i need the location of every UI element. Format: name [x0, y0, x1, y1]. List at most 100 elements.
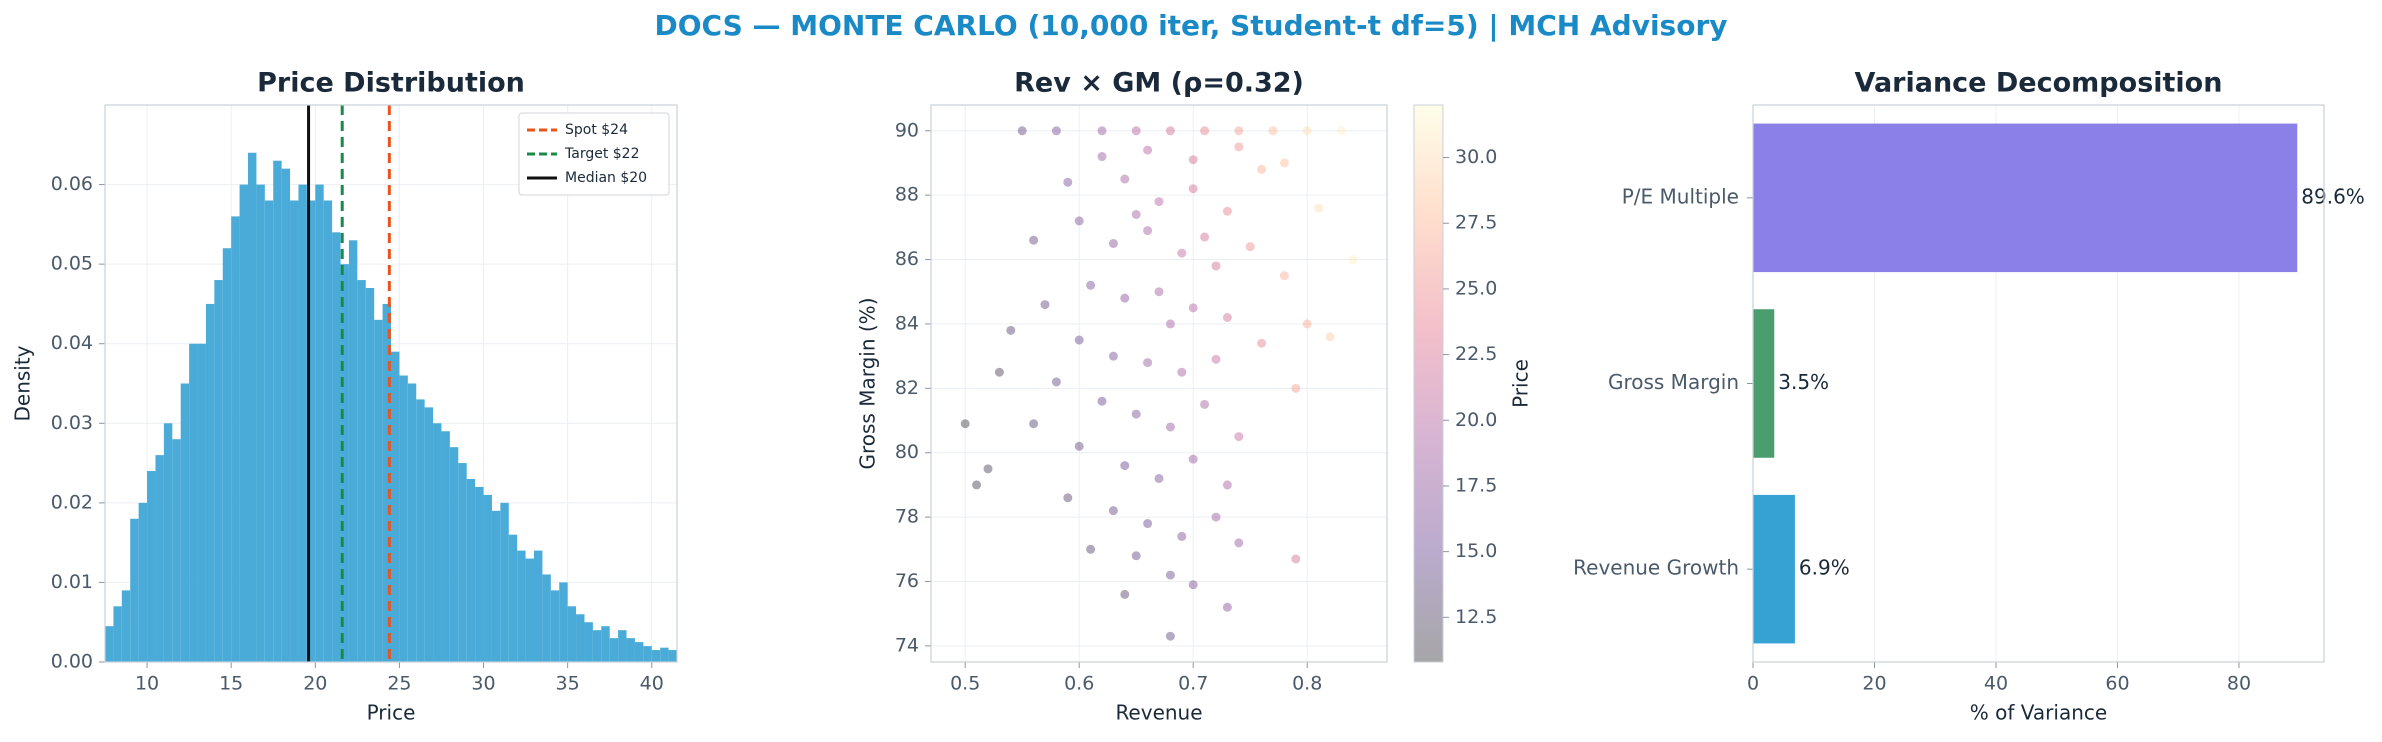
x-tick-label: 40 — [640, 673, 664, 695]
histogram-bar — [138, 502, 148, 662]
scatter-point — [972, 480, 982, 490]
y-tick-label: 0.06 — [51, 173, 93, 195]
legend-label: Target $22 — [564, 146, 639, 162]
scatter-point — [1200, 399, 1210, 409]
colorbar-tick-label: 12.5 — [1455, 606, 1497, 628]
scatter-point — [1245, 242, 1255, 252]
histogram-bar — [660, 647, 669, 662]
histogram-bar — [567, 606, 577, 662]
histogram-bar — [357, 280, 366, 662]
histogram-bar — [323, 200, 333, 662]
histogram-bar — [407, 383, 417, 662]
histogram-bar — [197, 343, 206, 662]
histogram-bar — [180, 383, 190, 662]
y-tick-label: 78 — [895, 506, 919, 528]
histogram-bar — [273, 160, 282, 662]
legend-box — [518, 112, 670, 196]
scatter-point — [1143, 226, 1153, 236]
x-tick-label: 80 — [2227, 673, 2251, 695]
histogram-bar — [248, 152, 257, 662]
histogram-bar — [601, 626, 610, 662]
x-tick-label: 10 — [135, 673, 159, 695]
histogram-bar — [433, 423, 442, 662]
scatter-point — [1131, 126, 1141, 136]
scatter-point — [1143, 145, 1153, 155]
histogram-bar — [214, 280, 223, 662]
scatter-point — [1279, 271, 1289, 281]
legend-label: Median $20 — [565, 170, 647, 186]
scatter-point — [1222, 206, 1232, 216]
histogram-bar — [306, 200, 316, 662]
scatter-point — [1063, 177, 1073, 187]
axis-title: Price Distribution — [257, 68, 525, 99]
scatter-point — [1348, 255, 1358, 265]
scatter-point — [960, 419, 970, 429]
histogram-bar — [315, 184, 324, 663]
histogram-bar — [491, 510, 501, 662]
scatter-point — [1234, 432, 1244, 442]
histogram-bar — [256, 184, 265, 663]
histogram-bar — [298, 184, 307, 663]
scatter-point — [1291, 554, 1301, 564]
histogram-bar — [155, 455, 164, 662]
scatter-point — [1143, 519, 1153, 529]
value-label: 6.9% — [1799, 556, 1850, 580]
scatter-point — [1086, 544, 1096, 554]
y-tick-label: 0.00 — [51, 651, 93, 673]
histogram-bar — [382, 303, 391, 662]
scatter-point — [1097, 126, 1107, 136]
scatter-point — [1051, 377, 1061, 387]
scatter-point — [1188, 454, 1198, 464]
suptitle: DOCS — MONTE CARLO (10,000 iter, Student… — [654, 9, 1727, 42]
y-tick-label: 86 — [895, 248, 919, 270]
scatter-point — [1108, 506, 1118, 516]
scatter-point — [1029, 419, 1039, 429]
axes-frame — [1752, 104, 2325, 663]
bar — [1753, 123, 2298, 273]
bar — [1753, 494, 1795, 644]
legend-label: Spot $24 — [565, 122, 628, 138]
y-tick-label: 0.02 — [51, 491, 93, 513]
colorbar-tick-label: 22.5 — [1455, 343, 1497, 365]
scatter-point — [1074, 216, 1084, 226]
histogram-bar — [332, 232, 341, 663]
x-tick-label: 20 — [303, 673, 327, 695]
histogram-bar — [172, 439, 181, 662]
x-tick-label: 0.5 — [950, 673, 980, 695]
y-axis-label: Gross Margin (%) — [856, 298, 880, 470]
histogram-bar — [205, 303, 215, 662]
x-tick-label: 35 — [556, 673, 580, 695]
scatter-point — [1120, 293, 1130, 303]
histogram-bar — [609, 638, 619, 662]
histogram-bar — [281, 168, 291, 662]
y-axis-label: Density — [11, 345, 35, 421]
histogram-bar — [651, 650, 661, 662]
x-axis-label: % of Variance — [1970, 701, 2107, 725]
histogram-bar — [121, 590, 131, 662]
scatter-point — [1302, 126, 1312, 136]
scatter-point — [1222, 602, 1232, 612]
scatter-point — [1131, 209, 1141, 219]
y-tick-label: 90 — [895, 119, 919, 141]
colorbar-tick-label: 17.5 — [1455, 474, 1497, 496]
x-tick-label: 0.8 — [1292, 673, 1322, 695]
scatter-point — [1097, 396, 1107, 406]
scatter-point — [1131, 409, 1141, 419]
histogram-bar — [458, 463, 467, 662]
scatter-point — [1154, 473, 1164, 483]
value-label: 3.5% — [1778, 370, 1829, 394]
scatter-point — [1222, 480, 1232, 490]
y-tick-label: 0.04 — [51, 332, 93, 354]
scatter-point — [1200, 232, 1210, 242]
histogram-bar — [399, 375, 408, 662]
histogram-bar — [290, 200, 299, 662]
scatter-point — [1108, 238, 1118, 248]
scatter-point — [1302, 319, 1312, 329]
histogram-bar — [340, 264, 349, 662]
scatter-point — [1120, 174, 1130, 184]
y-tick-label: 0.01 — [51, 571, 93, 593]
x-tick-label: 60 — [2105, 673, 2129, 695]
histogram-bar — [584, 622, 593, 662]
axis-title: Variance Decomposition — [1855, 68, 2223, 99]
histogram-bar — [105, 626, 114, 662]
